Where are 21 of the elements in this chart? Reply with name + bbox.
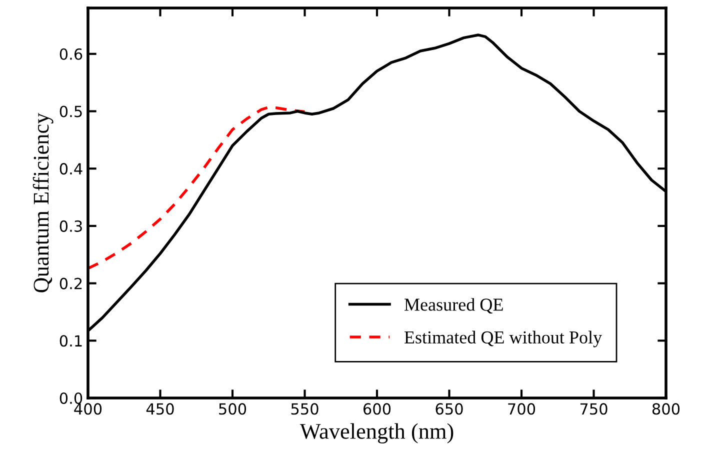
x-tick-label: 800 <box>652 403 680 415</box>
x-axis-title: Wavelength (nm) <box>300 423 454 444</box>
y-tick-label: 0.3 <box>60 220 82 232</box>
line-series <box>88 106 306 270</box>
text: 0.0 <box>60 392 82 404</box>
y-tick-label: 0.4 <box>60 163 82 175</box>
x-tick-label: 450 <box>146 403 174 415</box>
x-tick-label: 500 <box>219 403 246 415</box>
y-tick-label: 0.6 <box>60 48 82 60</box>
legend-label: Measured QE <box>404 298 503 314</box>
legend-label: Estimated QE without Poly <box>404 330 602 348</box>
y-tick-label: 0.2 <box>60 278 82 290</box>
x-tick-label: 700 <box>508 403 536 415</box>
x-tick-label: 750 <box>580 403 608 415</box>
y-tick-label: 0.1 <box>60 335 82 347</box>
y-tick-label: 0.5 <box>60 106 82 118</box>
x-tick-label: 400 <box>74 403 102 415</box>
x-tick-label: 600 <box>363 403 391 415</box>
x-tick-label: 650 <box>436 403 463 415</box>
y-axis-title: Quantum Efficiency <box>32 112 54 292</box>
x-tick-label: 550 <box>291 403 318 415</box>
